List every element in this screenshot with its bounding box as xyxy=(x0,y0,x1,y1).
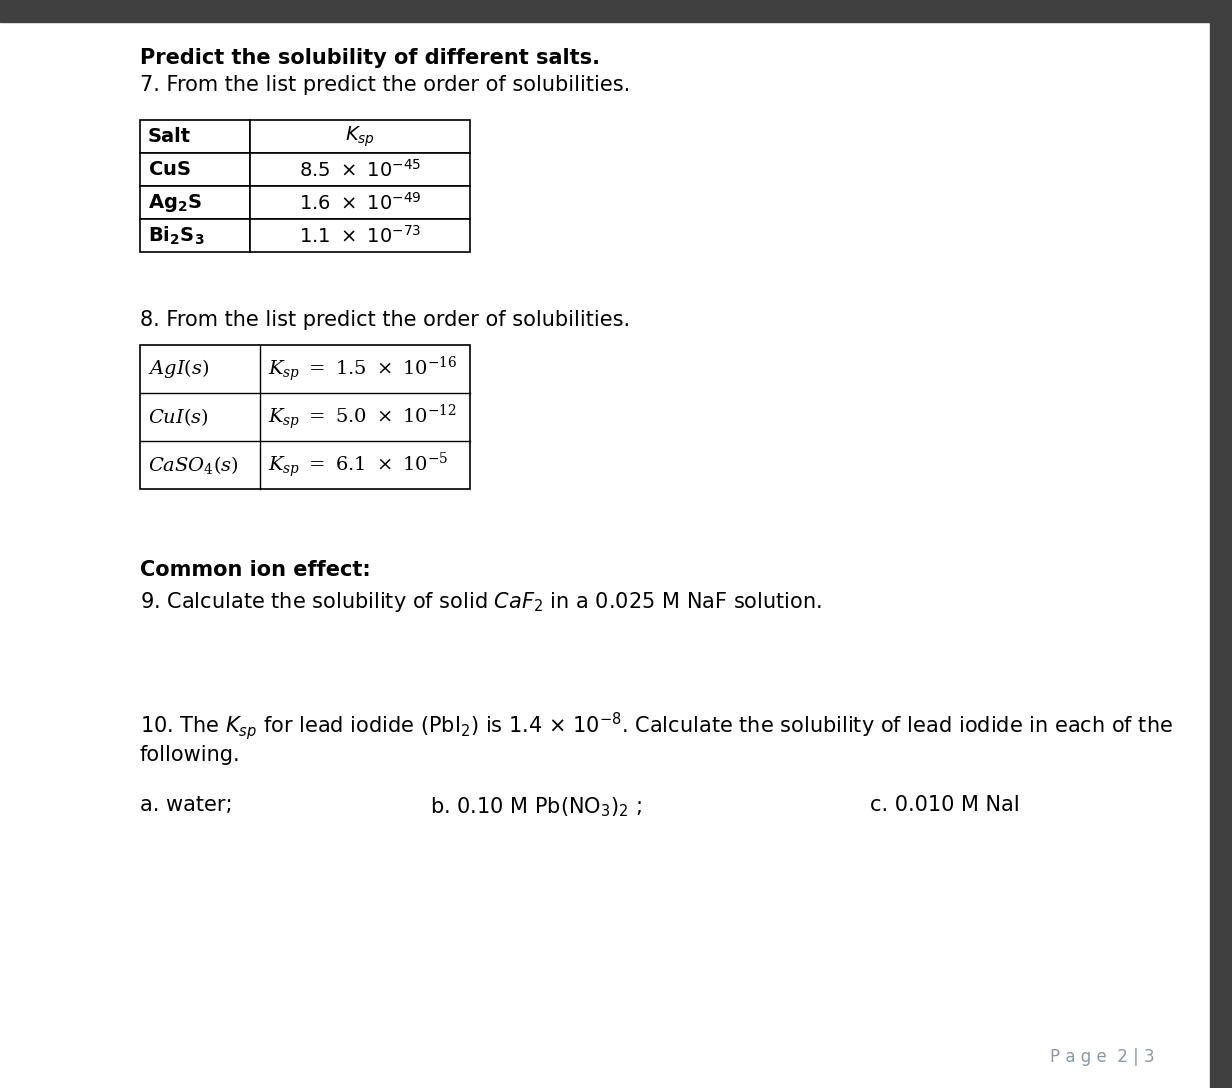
Text: Salt: Salt xyxy=(148,127,191,146)
Text: $K_{sp}$: $K_{sp}$ xyxy=(345,124,375,149)
Bar xyxy=(140,219,250,252)
Text: $CuI(s)$: $CuI(s)$ xyxy=(148,406,208,428)
Bar xyxy=(250,153,469,186)
Text: c. 0.010 M NaI: c. 0.010 M NaI xyxy=(870,795,1020,815)
Text: $K_{sp}\ =\ 1.5\ \times\ 10^{-16}$: $K_{sp}\ =\ 1.5\ \times\ 10^{-16}$ xyxy=(269,355,457,384)
Text: $CaSO_4(s)$: $CaSO_4(s)$ xyxy=(148,454,239,477)
Text: $1.1\ \times\ 10^{-73}$: $1.1\ \times\ 10^{-73}$ xyxy=(299,224,421,247)
Text: P a g e  2 | 3: P a g e 2 | 3 xyxy=(1050,1048,1154,1066)
Bar xyxy=(0,0,1232,22)
Bar xyxy=(140,186,250,219)
Text: Common ion effect:: Common ion effect: xyxy=(140,560,371,580)
Text: b. 0.10 M Pb(NO$_3$)$_2$ ;: b. 0.10 M Pb(NO$_3$)$_2$ ; xyxy=(430,795,642,818)
Text: $AgI(s)$: $AgI(s)$ xyxy=(148,358,209,381)
Bar xyxy=(140,345,469,489)
Text: 10. The $K_{sp}$ for lead iodide (PbI$_2$) is 1.4 $\times$ 10$^{-8}$. Calculate : 10. The $K_{sp}$ for lead iodide (PbI$_2… xyxy=(140,710,1173,742)
Text: following.: following. xyxy=(140,745,240,765)
Text: Predict the solubility of different salts.: Predict the solubility of different salt… xyxy=(140,48,600,67)
Text: $\mathbf{Bi_2S_3}$: $\mathbf{Bi_2S_3}$ xyxy=(148,224,205,247)
Bar xyxy=(140,153,250,186)
Bar xyxy=(1210,0,1232,1088)
Text: $1.6\ \times\ 10^{-49}$: $1.6\ \times\ 10^{-49}$ xyxy=(298,191,421,213)
Bar xyxy=(250,120,469,153)
Text: 7. From the list predict the order of solubilities.: 7. From the list predict the order of so… xyxy=(140,75,631,95)
Text: 8. From the list predict the order of solubilities.: 8. From the list predict the order of so… xyxy=(140,310,630,330)
Text: $K_{sp}\ =\ 6.1\ \times\ 10^{-5}$: $K_{sp}\ =\ 6.1\ \times\ 10^{-5}$ xyxy=(269,450,448,480)
Bar xyxy=(250,186,469,219)
Text: $K_{sp}\ =\ 5.0\ \times\ 10^{-12}$: $K_{sp}\ =\ 5.0\ \times\ 10^{-12}$ xyxy=(269,403,457,432)
Bar xyxy=(140,120,250,153)
Text: $\mathbf{CuS}$: $\mathbf{CuS}$ xyxy=(148,160,191,180)
Text: $8.5\ \times\ 10^{-45}$: $8.5\ \times\ 10^{-45}$ xyxy=(299,159,421,181)
Text: a. water;: a. water; xyxy=(140,795,233,815)
Text: $\mathbf{Ag_2S}$: $\mathbf{Ag_2S}$ xyxy=(148,191,202,213)
Text: 9. Calculate the solubility of solid $CaF_2$ in a 0.025 M NaF solution.: 9. Calculate the solubility of solid $Ca… xyxy=(140,590,822,614)
Bar xyxy=(250,219,469,252)
